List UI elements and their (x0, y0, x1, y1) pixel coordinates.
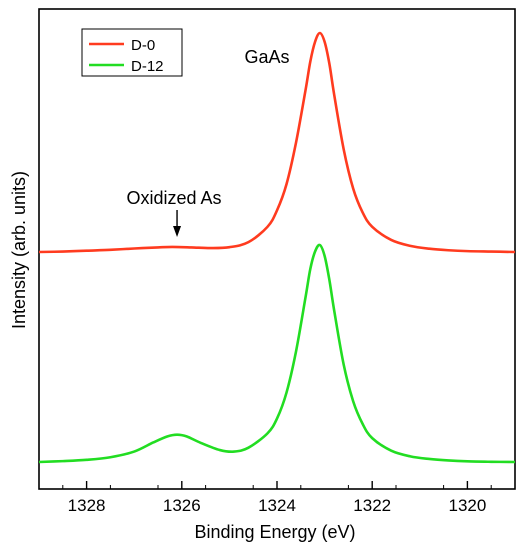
legend-box (81, 28, 183, 77)
annotation-arrow (173, 210, 182, 237)
annotation-oxidized-as: Oxidized As (126, 188, 221, 208)
legend-label-d0: D-0 (131, 37, 155, 54)
series-line-d-12 (38, 243, 516, 464)
x-tick-label-1328: 1328 (68, 496, 106, 515)
legend-label-d12: D-12 (131, 58, 164, 75)
legend: D-0 D-12 (81, 28, 183, 77)
x-tick-label-1322: 1322 (353, 496, 391, 515)
x-axis-ticks (62, 481, 492, 489)
arrow-head (173, 226, 182, 237)
series-layer (38, 31, 516, 464)
x-tick-label-1320: 1320 (448, 496, 486, 515)
x-tick-label-1326: 1326 (163, 496, 201, 515)
x-axis-label: Binding Energy (eV) (194, 522, 355, 542)
series-line-d-0 (38, 31, 516, 254)
x-tick-label-1324: 1324 (258, 496, 296, 515)
x-axis-tick-labels: 1328 1326 1324 1322 1320 (68, 496, 487, 515)
annotation-gaas: GaAs (244, 47, 289, 67)
y-axis-label: Intensity (arb. units) (9, 171, 29, 329)
